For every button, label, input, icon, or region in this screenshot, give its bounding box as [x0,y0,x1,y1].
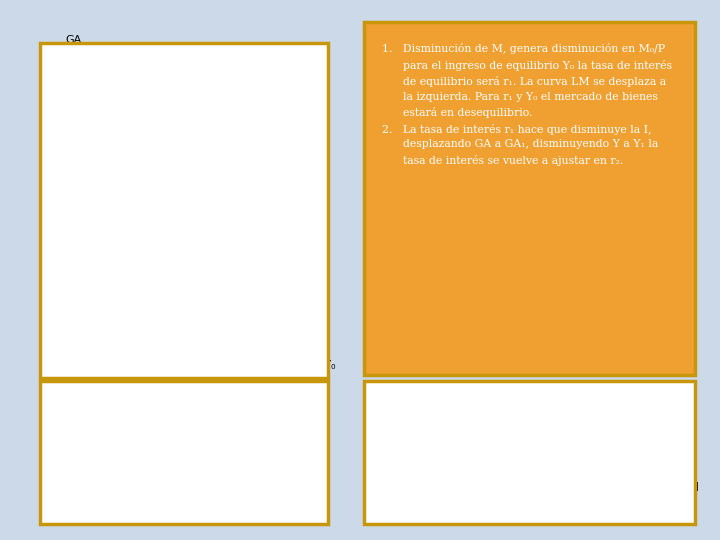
Text: Ld(Y$_1$): Ld(Y$_1$) [626,482,659,496]
Text: r$_1$: r$_1$ [71,429,81,441]
Text: r$_2$: r$_2$ [71,407,81,420]
Text: LM$_1$: LM$_1$ [235,389,257,403]
Text: r$_0$: r$_0$ [385,436,396,449]
Text: GA: GA [294,44,309,54]
Text: GA$_1$: GA$_1$ [287,108,309,122]
Text: r: r [76,400,81,409]
Text: A$_0$-b r$_0$: A$_0$-b r$_0$ [49,267,84,281]
Text: Y$_1$: Y$_1$ [247,359,259,372]
Text: r$_0$: r$_0$ [71,444,81,456]
Text: r$_2$: r$_2$ [386,428,396,440]
Text: r: r [74,382,79,395]
Text: r$_1$: r$_1$ [385,410,396,422]
Text: M: M [688,481,698,494]
Text: A$_0$-b r$_1$: A$_0$-b r$_1$ [50,319,84,332]
Text: Y$_1$: Y$_1$ [181,485,193,499]
Text: GA: GA [66,35,81,45]
Text: Y: Y [320,481,327,494]
Text: M$_0$/P: M$_0$/P [553,485,578,499]
Text: Y$_0$: Y$_0$ [324,359,337,372]
Text: r: r [387,382,392,395]
Text: IS: IS [273,467,284,480]
Text: Y-GA: Y-GA [284,68,309,78]
Text: 1.   Disminución de M, genera disminución en M₀/P
      para el ingreso de equil: 1. Disminución de M, genera disminución … [382,43,672,166]
Text: Y: Y [322,352,329,362]
Text: Ld(Y$_0$): Ld(Y$_0$) [626,458,659,471]
Text: LM: LM [295,418,312,431]
Text: Y$_0$: Y$_0$ [215,485,228,499]
Text: M$_1$/P: M$_1$/P [476,485,502,499]
